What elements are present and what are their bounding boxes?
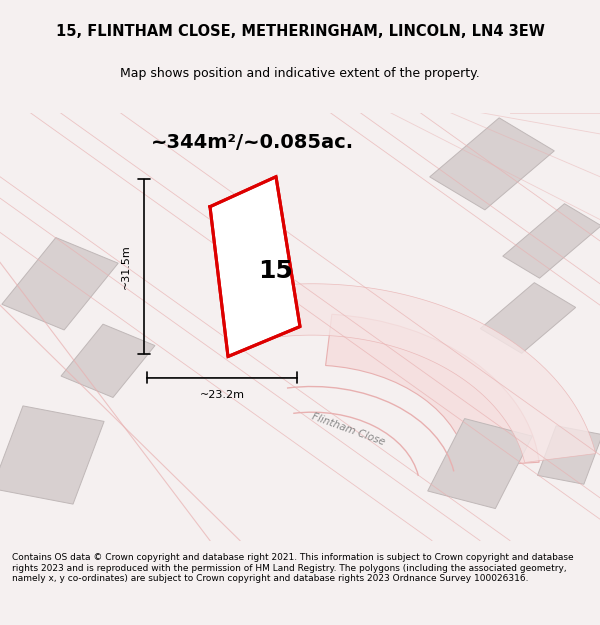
Polygon shape <box>430 118 554 210</box>
Polygon shape <box>481 282 575 353</box>
Text: ~31.5m: ~31.5m <box>121 244 131 289</box>
Polygon shape <box>2 238 118 330</box>
Polygon shape <box>428 419 532 509</box>
Text: Flintham Close: Flintham Close <box>310 411 386 447</box>
Polygon shape <box>262 284 596 462</box>
Text: 15, FLINTHAM CLOSE, METHERINGHAM, LINCOLN, LN4 3EW: 15, FLINTHAM CLOSE, METHERINGHAM, LINCOL… <box>56 24 544 39</box>
Text: 15: 15 <box>259 259 293 283</box>
Polygon shape <box>503 204 600 278</box>
Text: Contains OS data © Crown copyright and database right 2021. This information is : Contains OS data © Crown copyright and d… <box>12 553 574 583</box>
Polygon shape <box>210 177 300 356</box>
Wedge shape <box>326 314 539 467</box>
Text: ~344m²/~0.085ac.: ~344m²/~0.085ac. <box>151 133 353 152</box>
Text: Map shows position and indicative extent of the property.: Map shows position and indicative extent… <box>120 67 480 79</box>
Polygon shape <box>0 406 104 504</box>
Polygon shape <box>538 426 600 484</box>
Text: ~23.2m: ~23.2m <box>199 390 245 400</box>
Polygon shape <box>61 324 155 398</box>
